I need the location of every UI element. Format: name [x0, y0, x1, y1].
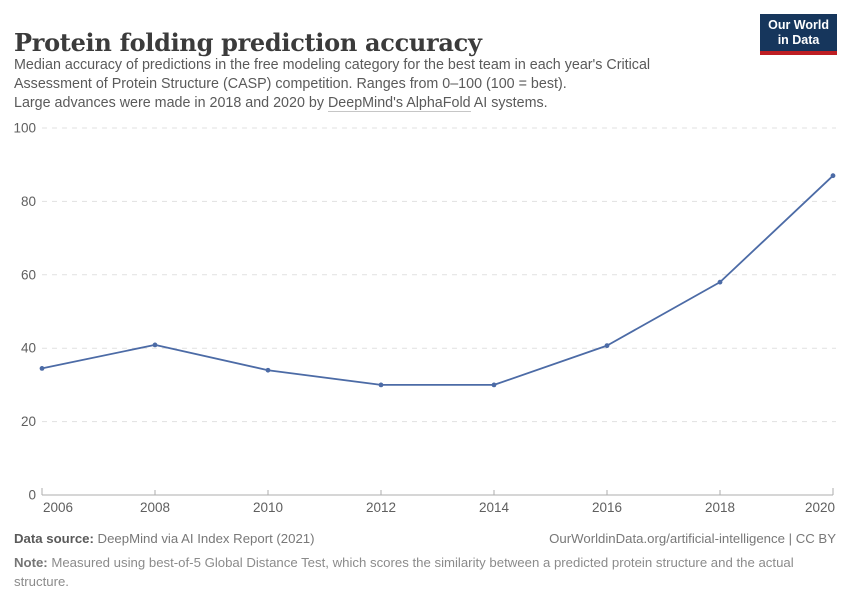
page-title: Protein folding prediction accuracy: [14, 28, 482, 58]
data-line[interactable]: [41, 174, 834, 386]
footer-source-row: Data source: DeepMind via AI Index Repor…: [14, 531, 836, 546]
data-source-text: DeepMind via AI Index Report (2021): [93, 531, 315, 546]
owid-logo-line2: in Data: [777, 33, 820, 47]
x-tick-label: 2010: [253, 500, 283, 515]
data-point-2008[interactable]: [152, 342, 158, 348]
y-tick-label: 100: [13, 121, 36, 136]
note-text: Measured using best-of-5 Global Distance…: [14, 555, 794, 589]
y-tick-label: 0: [28, 488, 36, 503]
x-tick-label: 2020: [805, 500, 835, 515]
x-tick-label: 2008: [140, 500, 170, 515]
x-tick-label: 2014: [479, 500, 510, 515]
data-point-2018[interactable]: [717, 279, 723, 285]
data-source: Data source: DeepMind via AI Index Repor…: [14, 531, 315, 546]
x-tick-label: 2016: [592, 500, 622, 515]
data-point-2014[interactable]: [491, 382, 497, 388]
x-tick-label: 2006: [43, 500, 73, 515]
chart-subtitle: Median accuracy of predictions in the fr…: [14, 56, 650, 113]
y-tick-label: 20: [21, 414, 36, 429]
data-point-2016[interactable]: [604, 343, 610, 349]
subtitle-line3-prefix: Large advances were made in 2018 and 202…: [14, 95, 328, 111]
subtitle-line-1: Median accuracy of predictions in the fr…: [14, 57, 651, 73]
note-label: Note:: [14, 555, 48, 570]
y-tick-label: 80: [21, 194, 36, 209]
data-point-2020[interactable]: [830, 173, 836, 179]
y-tick-label: 60: [21, 267, 36, 282]
data-source-label: Data source:: [14, 531, 94, 546]
subtitle-line3-suffix: AI systems.: [470, 95, 548, 111]
data-point-2010[interactable]: [265, 367, 271, 373]
subtitle-line-2: Assessment of Protein Structure (CASP) c…: [14, 76, 567, 92]
owid-logo-line1: Our World: [768, 18, 829, 32]
footer-note: Note: Measured using best-of-5 Global Di…: [14, 553, 794, 591]
x-tick-label: 2012: [366, 500, 396, 515]
y-tick-label: 40: [21, 341, 36, 356]
footer-url-link[interactable]: OurWorldinData.org/artificial-intelligen…: [549, 531, 836, 546]
data-point-2006[interactable]: [39, 365, 45, 371]
x-tick-label: 2018: [705, 500, 735, 515]
subtitle-line-3: Large advances were made in 2018 and 202…: [14, 94, 650, 113]
alphafold-link[interactable]: DeepMind's AlphaFold: [327, 95, 471, 112]
data-point-2012[interactable]: [378, 382, 384, 388]
owid-logo[interactable]: Our World in Data: [760, 14, 837, 55]
